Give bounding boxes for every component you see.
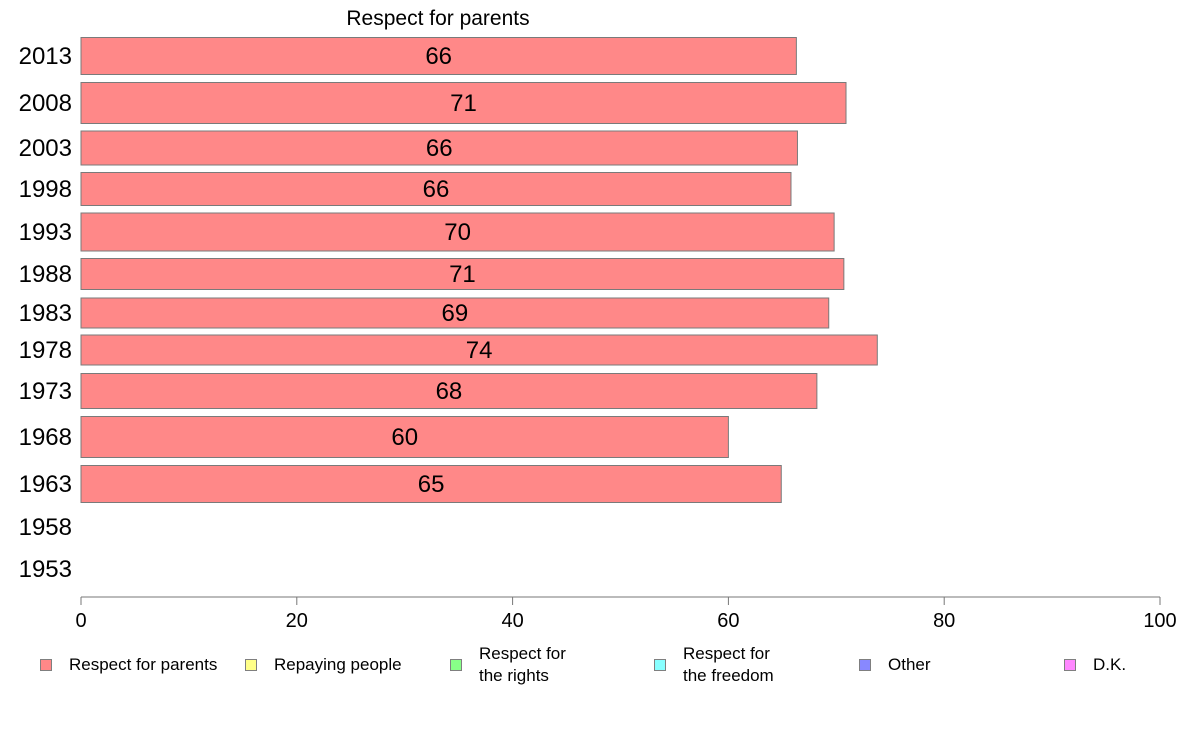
x-tick-label-20: 20 — [286, 610, 308, 632]
bar-value-label-1993: 70 — [444, 219, 471, 246]
bar-1993 — [80, 212, 835, 252]
y-tick-label-1973: 1973 — [19, 378, 72, 405]
bar-1968 — [80, 416, 729, 458]
y-tick-label-1983: 1983 — [19, 300, 72, 327]
y-tick-label-1968: 1968 — [19, 424, 72, 451]
bar-1973 — [80, 373, 818, 409]
bar-value-label-1978: 74 — [466, 337, 493, 364]
y-tick-label-1963: 1963 — [19, 471, 72, 498]
legend-label: D.K. — [1093, 655, 1127, 674]
legend-item-respect-for-the-rights: Respect for the rights — [450, 643, 566, 687]
legend-item-respect-for-parents: Respect for parents — [40, 654, 217, 676]
legend-item-repaying-people: Repaying people — [245, 654, 402, 676]
x-axis-ticks: 0 20 40 60 80 100 — [75, 597, 1177, 632]
bar-1963 — [80, 465, 782, 503]
bar-value-label-1968: 60 — [391, 424, 418, 451]
x-tick-label-60: 60 — [717, 610, 739, 632]
bar-value-label-2013: 66 — [425, 43, 452, 70]
legend-swatch — [1064, 659, 1076, 671]
bar-1978 — [80, 334, 878, 366]
bar-2008 — [80, 82, 847, 124]
bar-value-label-1973: 68 — [436, 378, 463, 405]
y-tick-label-1988: 1988 — [19, 261, 72, 288]
legend: Respect for parents Repaying people Resp… — [0, 640, 1188, 700]
bar-value-label-2003: 66 — [426, 135, 453, 162]
legend-label: Respect for the freedom — [683, 644, 774, 685]
bar-value-label-1988: 71 — [449, 261, 476, 288]
legend-swatch — [859, 659, 871, 671]
x-tick-label-80: 80 — [933, 610, 955, 632]
legend-swatch — [450, 659, 462, 671]
legend-label: Respect for the rights — [479, 644, 566, 685]
x-tick-label-100: 100 — [1143, 610, 1176, 632]
legend-label: Respect for parents — [69, 655, 218, 674]
bar-2003 — [80, 130, 798, 166]
y-tick-label-2013: 2013 — [19, 43, 72, 70]
bar-1998 — [80, 172, 792, 206]
bar-2013 — [80, 37, 797, 75]
y-tick-label-1978: 1978 — [19, 337, 72, 364]
y-tick-label-1993: 1993 — [19, 219, 72, 246]
bars-group — [80, 37, 878, 503]
legend-swatch — [654, 659, 666, 671]
bar-value-label-1963: 65 — [418, 471, 445, 498]
x-tick-label-0: 0 — [75, 610, 86, 632]
y-tick-label-1953: 1953 — [19, 556, 72, 583]
bar-value-label-2008: 71 — [450, 90, 477, 117]
y-axis-labels: 2013 2008 2003 1998 1993 1988 1983 1978 1973 1968… — [19, 43, 72, 583]
y-tick-label-1998: 1998 — [19, 176, 72, 203]
y-tick-label-2003: 2003 — [19, 135, 72, 162]
legend-label: Other — [888, 655, 931, 674]
bar-1988 — [80, 258, 845, 290]
bar-1983 — [80, 297, 830, 329]
y-tick-label-1958: 1958 — [19, 514, 72, 541]
y-tick-label-2008: 2008 — [19, 90, 72, 117]
legend-item-respect-for-the-freedom: Respect for the freedom — [654, 643, 774, 687]
legend-item-dk: D.K. — [1064, 654, 1126, 676]
bar-value-label-1998: 66 — [423, 176, 450, 203]
legend-swatch — [245, 659, 257, 671]
legend-item-other: Other — [859, 654, 931, 676]
chart-title: Respect for parents — [346, 7, 529, 30]
bar-value-label-1983: 69 — [442, 300, 469, 327]
legend-swatch — [40, 659, 52, 671]
legend-label: Repaying people — [274, 655, 402, 674]
x-tick-label-40: 40 — [501, 610, 523, 632]
